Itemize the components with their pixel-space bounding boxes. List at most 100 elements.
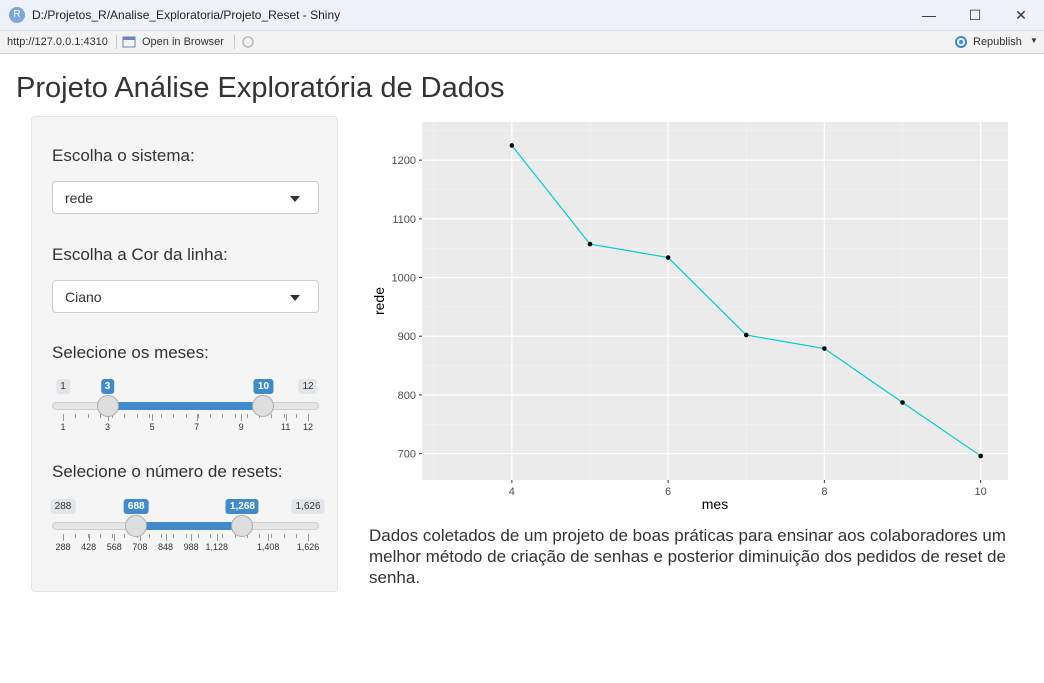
resets-tick-label: 1,626 <box>296 542 320 552</box>
resets-tick-label: 288 <box>55 542 71 552</box>
resets-tick-label: 1,408 <box>256 542 280 552</box>
meses-minor-tick <box>112 414 113 418</box>
cor-select-value: Ciano <box>65 289 102 305</box>
x-tick-label: 6 <box>665 486 671 498</box>
meses-minor-tick <box>75 414 77 418</box>
meses-from-handle[interactable] <box>96 395 119 417</box>
resets-major-tick <box>216 534 218 541</box>
meses-tick-label: 7 <box>194 422 200 432</box>
resets-minor-tick <box>259 534 260 538</box>
y-tick-label: 800 <box>398 390 416 402</box>
window-title: D:/Projetos_R/Analise_Exploratoria/Proje… <box>32 8 341 22</box>
sistema-label: Escolha o sistema: <box>52 146 195 165</box>
meses-major-tick <box>63 414 64 421</box>
republish-icon <box>955 36 967 48</box>
maximize-button[interactable]: ☐ <box>968 7 982 23</box>
resets-to-badge: 1,268 <box>225 499 259 514</box>
meses-to-handle[interactable] <box>252 395 275 417</box>
resets-major-tick <box>63 534 64 541</box>
meses-to-badge: 10 <box>253 379 274 394</box>
meses-tick-label: 12 <box>302 422 314 432</box>
data-point <box>900 400 905 405</box>
refresh-icon[interactable] <box>241 35 255 49</box>
data-point <box>509 143 515 148</box>
resets-minor-tick <box>75 534 77 538</box>
meses-minor-tick <box>99 414 101 418</box>
caret-down-icon <box>290 295 300 301</box>
meses-min-badge: 1 <box>56 379 70 394</box>
resets-major-tick <box>308 534 309 541</box>
resets-minor-tick <box>271 534 273 538</box>
cor-select[interactable]: Ciano <box>52 280 319 313</box>
meses-minor-tick <box>271 414 273 418</box>
resets-range-slider[interactable]: 288 1,626 688 1,268 288 428 568 708 848 988 1,128 1… <box>50 499 325 563</box>
chevron-down-icon: ▼ <box>1030 36 1038 45</box>
resets-minor-tick <box>99 534 101 538</box>
data-point <box>743 332 749 338</box>
meses-minor-tick <box>210 414 211 418</box>
republish-label: Republish <box>973 36 1022 48</box>
meses-tick-label: 1 <box>60 422 66 432</box>
sistema-select[interactable]: rede <box>52 181 319 214</box>
caret-down-icon <box>290 196 300 202</box>
meses-tick-label: 11 <box>281 422 291 432</box>
window-titlebar: R D:/Projetos_R/Analise_Exploratoria/Pro… <box>0 0 1044 31</box>
resets-from-handle[interactable] <box>125 515 148 537</box>
toolbar-divider <box>116 35 117 49</box>
browser-window-icon <box>122 36 136 48</box>
resets-minor-tick <box>148 534 150 538</box>
resets-tick-label: 848 <box>158 542 174 552</box>
meses-label: Selecione os meses: <box>52 343 209 362</box>
resets-major-tick <box>114 534 116 541</box>
x-tick-label: 8 <box>821 486 827 498</box>
resets-major-tick <box>268 534 270 541</box>
resets-max-badge: 1,626 <box>291 499 325 514</box>
x-tick-label: 4 <box>509 486 515 498</box>
resets-slider-selected-range <box>136 522 243 530</box>
minimize-button[interactable]: — <box>922 7 936 23</box>
resets-minor-tick <box>185 534 187 538</box>
resets-major-tick <box>139 534 141 541</box>
meses-minor-tick <box>87 414 89 418</box>
page-title: Projeto Análise Exploratória de Dados <box>16 72 505 104</box>
resets-major-tick <box>191 534 193 541</box>
resets-min-badge: 288 <box>50 499 76 514</box>
republish-button[interactable]: Republish ▼ <box>953 31 1039 53</box>
meses-minor-tick <box>283 414 285 418</box>
resets-minor-tick <box>173 534 175 538</box>
resets-tick-label: 988 <box>183 542 199 552</box>
resets-minor-tick <box>283 534 285 538</box>
meses-tick-label: 3 <box>105 422 111 432</box>
meses-minor-tick <box>136 414 138 418</box>
y-tick-label: 1100 <box>392 214 416 226</box>
r-logo-icon: R <box>9 7 25 23</box>
resets-minor-tick <box>112 534 113 538</box>
meses-minor-tick <box>161 414 162 418</box>
close-button[interactable]: ✕ <box>1015 7 1027 23</box>
resets-minor-tick <box>87 534 89 538</box>
y-tick-label: 900 <box>398 331 416 343</box>
meses-minor-tick <box>295 414 297 418</box>
meses-minor-tick <box>197 414 199 418</box>
resets-major-tick <box>165 534 167 541</box>
resets-minor-tick <box>197 534 199 538</box>
resets-label: Selecione o número de resets: <box>52 462 283 481</box>
sistema-select-value: rede <box>65 190 94 206</box>
meses-major-tick <box>308 414 309 421</box>
meses-minor-tick <box>246 414 248 418</box>
resets-major-tick <box>88 534 90 541</box>
description-text: Dados coletados de um projeto de boas pr… <box>369 526 1006 587</box>
meses-max-badge: 12 <box>298 379 318 394</box>
meses-range-slider[interactable]: 1 12 3 10 1 3 5 7 9 11 12 <box>52 379 319 443</box>
meses-major-tick <box>107 414 109 421</box>
meses-minor-tick <box>148 414 150 418</box>
resets-minor-tick <box>222 534 224 538</box>
y-tick-label: 1000 <box>392 273 416 285</box>
meses-major-tick <box>196 414 198 421</box>
data-point <box>587 241 593 247</box>
x-tick-label: 10 <box>975 486 987 498</box>
meses-tick-label: 9 <box>238 422 244 432</box>
resets-tick-label: 568 <box>106 542 122 552</box>
resets-to-handle[interactable] <box>231 515 254 537</box>
resets-from-badge: 688 <box>123 499 149 514</box>
